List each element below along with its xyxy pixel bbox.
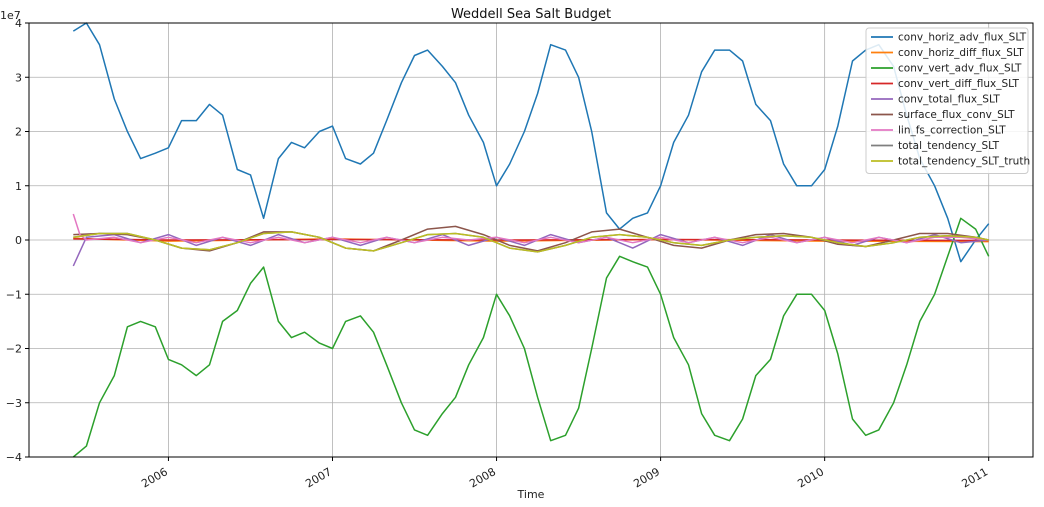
- y-tick-label: −1: [6, 288, 22, 301]
- legend-box: [865, 27, 1029, 174]
- series-line-conv_vert_adv_flux_SLT: [72, 217, 990, 458]
- series-line-conv_total_flux_SLT: [72, 233, 989, 267]
- legend-entry: conv_horiz_adv_flux_SLT: [898, 32, 1027, 44]
- y-offset-label: 1e7: [0, 9, 21, 22]
- series-group: [72, 22, 990, 458]
- legend-entry: conv_vert_diff_flux_SLT: [898, 78, 1020, 90]
- legend-entry: lin_fs_correction_SLT: [898, 125, 1006, 137]
- legend-entry: total_tendency_SLT_truth: [898, 156, 1030, 168]
- chart-title: Weddell Sea Salt Budget: [451, 7, 611, 22]
- series-line-lin_fs_correction_SLT: [72, 213, 989, 244]
- legend-entry: conv_total_flux_SLT: [898, 94, 1000, 106]
- y-tick-label: 3: [15, 71, 22, 84]
- x-tick-label: 2007: [303, 465, 334, 490]
- x-tick-label: 2006: [139, 465, 170, 490]
- ticks: 2006 2007 2008 2009 2010 2011 −4 −3 −2 −1 0 1 2 3 4: [6, 17, 990, 491]
- y-tick-label: −3: [6, 397, 22, 410]
- x-tick-label: 2008: [467, 465, 498, 490]
- y-tick-label: −4: [6, 451, 22, 464]
- y-tick-label: 4: [15, 17, 22, 30]
- legend-entry: conv_horiz_diff_flux_SLT: [898, 47, 1024, 59]
- series-line-surface_flux_conv_SLT: [73, 225, 989, 252]
- legend-entry: total_tendency_SLT: [898, 140, 1000, 152]
- legend-entry: conv_vert_adv_flux_SLT: [898, 63, 1022, 75]
- series-line-total_tendency_SLT_truth: [73, 231, 989, 253]
- y-tick-label: −2: [6, 343, 22, 356]
- x-tick-label: 2009: [631, 465, 662, 490]
- y-tick-label: 2: [15, 126, 22, 139]
- legend: conv_horiz_adv_flux_SLT conv_horiz_diff_f…: [865, 27, 1030, 174]
- series-line-conv_horiz_adv_flux_SLT: [72, 22, 990, 263]
- x-tick-label: 2011: [959, 465, 990, 490]
- y-tick-label: 0: [15, 234, 22, 247]
- x-axis-label: Time: [517, 488, 545, 501]
- y-tick-label: 1: [15, 180, 22, 193]
- legend-entry: surface_flux_conv_SLT: [898, 109, 1015, 121]
- x-tick-label: 2010: [795, 465, 826, 490]
